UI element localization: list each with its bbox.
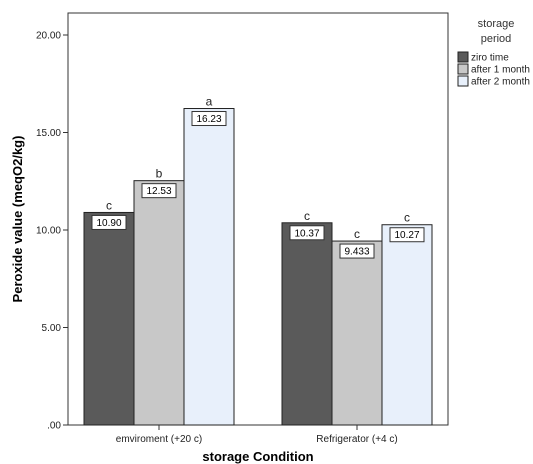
y-axis: .00 5.00 10.00 15.00 20.00	[36, 31, 68, 432]
significance-letter: c	[304, 209, 310, 223]
significance-letter: c	[106, 198, 112, 212]
value-label: 10.90	[96, 218, 121, 229]
significance-letter: c	[354, 227, 360, 241]
value-label-box	[389, 227, 425, 243]
bar	[183, 108, 235, 426]
value-label: 12.53	[146, 186, 171, 197]
legend-swatch	[457, 51, 469, 63]
y-axis-title: Peroxide value (meqO2/kg)	[10, 136, 25, 303]
bar	[381, 224, 433, 426]
y-tick-label: 5.00	[42, 323, 62, 334]
significance-letter: c	[404, 211, 410, 225]
value-label-box	[191, 111, 227, 127]
bar	[133, 180, 185, 426]
legend-swatch	[457, 63, 469, 75]
bar	[281, 222, 333, 426]
x-axis: emviroment (+20 c) Refrigerator (+4 c)	[116, 425, 398, 445]
value-label: 9.433	[344, 247, 369, 258]
legend-title-line-1: storage	[478, 18, 515, 30]
legend-label: after 2 month	[471, 77, 530, 88]
legend-label: after 1 month	[471, 65, 530, 76]
legend-swatch	[457, 75, 469, 87]
y-tick-label: .00	[47, 421, 61, 432]
legend-title-line-2: period	[481, 33, 512, 45]
x-axis-title: storage Condition	[202, 449, 313, 464]
bars-group	[83, 108, 433, 426]
significance-letter: b	[156, 167, 163, 181]
x-tick-label: Refrigerator (+4 c)	[316, 434, 397, 445]
significance-letter: a	[206, 95, 213, 109]
value-label-box	[289, 225, 325, 241]
value-label: 10.27	[394, 230, 419, 241]
value-label-box	[91, 214, 127, 230]
y-tick-label: 10.00	[36, 226, 61, 237]
value-label-box	[339, 243, 375, 259]
data-labels-group: 10.90 c 12.53 b 16.23 a 10.37 c 9.433 c 10.27 c	[91, 95, 425, 259]
value-label: 10.37	[294, 228, 319, 239]
value-label: 16.23	[196, 114, 221, 125]
bar	[331, 240, 383, 426]
y-tick-label: 20.00	[36, 31, 61, 42]
legend-label: ziro time	[471, 53, 509, 64]
bar	[83, 211, 135, 426]
y-tick-label: 15.00	[36, 128, 61, 139]
x-tick-label: emviroment (+20 c)	[116, 434, 202, 445]
plot-frame	[67, 12, 449, 426]
value-label-box	[141, 183, 177, 199]
